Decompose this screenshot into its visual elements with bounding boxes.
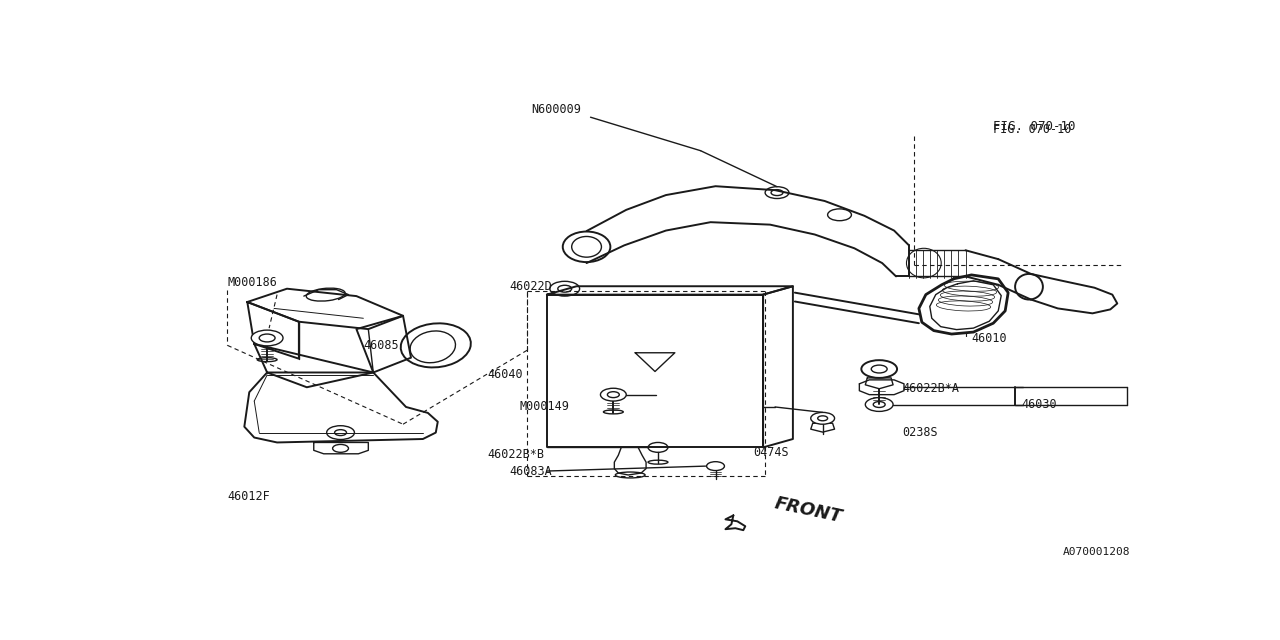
Circle shape (861, 360, 897, 378)
Text: 46083A: 46083A (509, 465, 552, 477)
Text: M000186: M000186 (228, 276, 278, 289)
Text: FRONT: FRONT (773, 495, 844, 527)
Text: FIG. 070-10: FIG. 070-10 (993, 123, 1071, 136)
Text: N600009: N600009 (531, 103, 581, 116)
Text: 46022B*A: 46022B*A (902, 381, 959, 395)
Text: A070001208: A070001208 (1062, 547, 1130, 557)
Text: 46040: 46040 (488, 369, 524, 381)
Text: 46022D: 46022D (509, 280, 552, 292)
Text: 46012F: 46012F (228, 490, 270, 503)
Text: 46010: 46010 (972, 332, 1007, 346)
Text: M000149: M000149 (520, 401, 570, 413)
Text: 46030: 46030 (1021, 398, 1057, 411)
Text: 46085: 46085 (364, 339, 399, 352)
Circle shape (251, 330, 283, 346)
Text: 0474S: 0474S (753, 446, 788, 459)
Text: 0238S: 0238S (902, 426, 938, 439)
Text: FIG. 070-10: FIG. 070-10 (993, 120, 1075, 134)
Circle shape (600, 388, 626, 401)
Circle shape (810, 412, 835, 424)
Text: 46022B*B: 46022B*B (488, 448, 544, 461)
